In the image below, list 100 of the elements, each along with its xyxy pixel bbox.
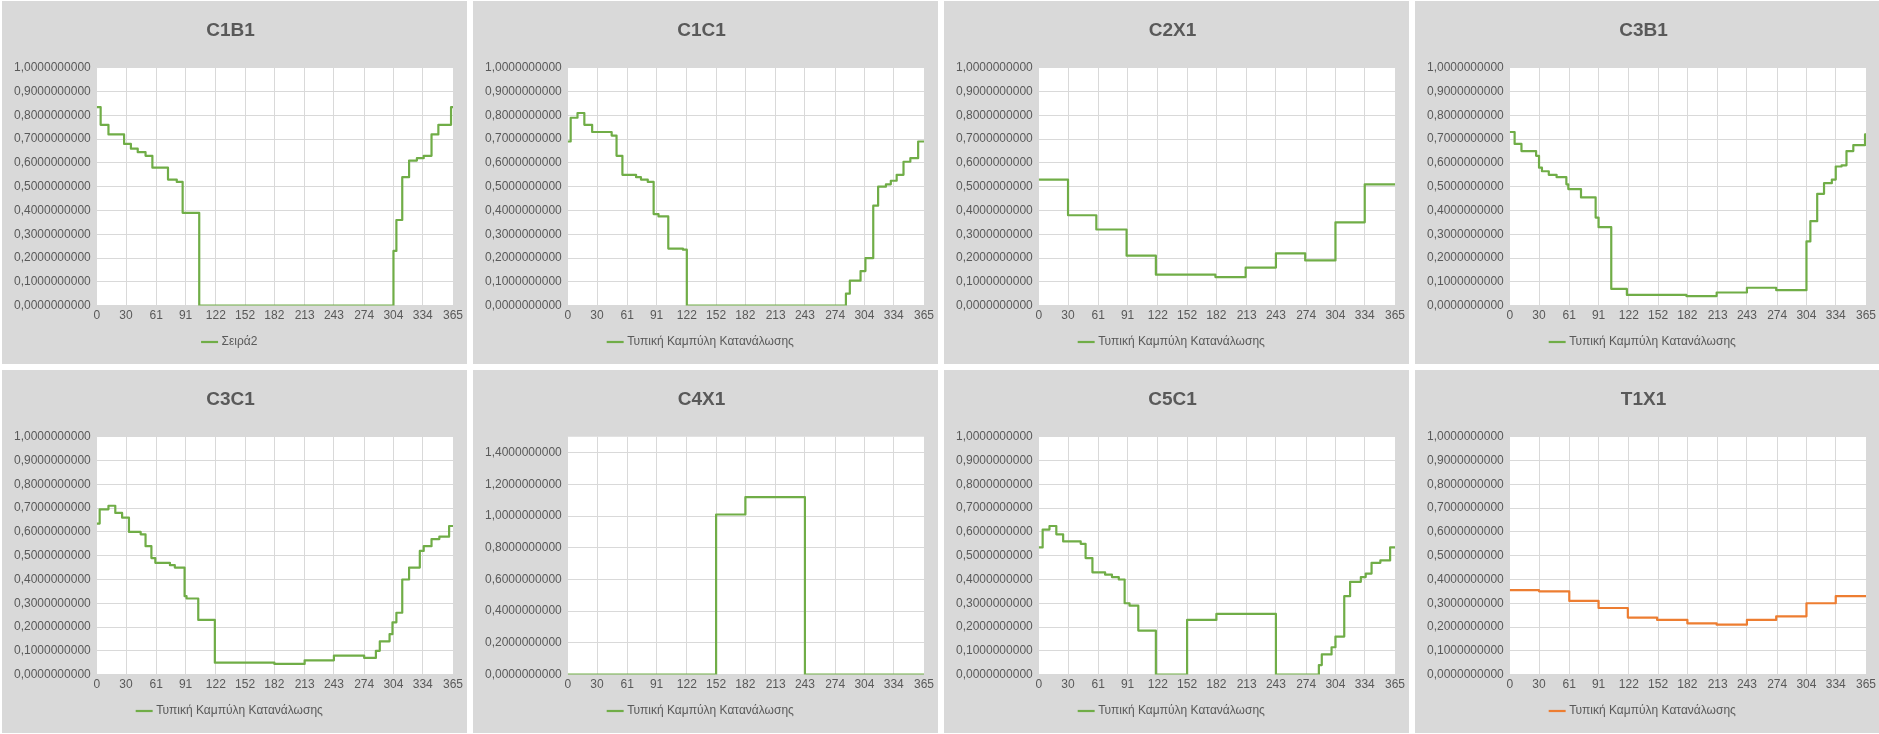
x-tick-label: 243 (1736, 308, 1758, 323)
x-tick-label: 334 (1825, 677, 1847, 692)
x-tick-label: 334 (1354, 308, 1376, 323)
chart-title: C3B1 (1619, 18, 1669, 40)
x-tick-label: 30 (1061, 308, 1076, 323)
x-tick-label: 122 (676, 308, 698, 323)
chart-title: C1B1 (206, 18, 256, 40)
y-tick-label: 0,4000000000 (1427, 571, 1505, 586)
x-tick-label: 122 (205, 677, 227, 692)
x-tick-label: 365 (1855, 308, 1877, 323)
x-tick-label: 61 (1091, 308, 1106, 323)
y-tick-label: 1,0000000000 (14, 60, 92, 75)
x-tick-label: 334 (412, 308, 434, 323)
x-tick-label: 213 (294, 677, 315, 692)
y-tick-label: 0,0000000000 (14, 666, 92, 681)
y-tick-label: 0,8000000000 (485, 540, 563, 555)
y-tick-label: 0,8000000000 (485, 107, 563, 122)
y-tick-label: 0,2000000000 (1427, 250, 1505, 265)
x-tick-label: 152 (706, 308, 727, 323)
y-tick-label: 0,9000000000 (1427, 452, 1505, 467)
x-tick-label: 243 (794, 308, 816, 323)
y-tick-label: 0,7000000000 (485, 131, 563, 146)
y-tick-label: 0,4000000000 (14, 571, 92, 586)
y-tick-label: 0,4000000000 (956, 202, 1034, 217)
x-tick-label: 243 (323, 308, 345, 323)
x-tick-label: 91 (1120, 308, 1135, 323)
y-tick-label: 0,4000000000 (485, 202, 563, 217)
x-tick-label: 0 (564, 677, 572, 692)
x-tick-label: 30 (1532, 677, 1547, 692)
x-tick-label: 334 (412, 677, 434, 692)
y-tick-label: 0,0000000000 (1427, 666, 1505, 681)
x-tick-label: 122 (1147, 308, 1169, 323)
x-tick-label: 213 (1236, 677, 1257, 692)
y-tick-label: 0,3000000000 (485, 226, 563, 241)
y-tick-label: 0,7000000000 (956, 131, 1034, 146)
x-tick-label: 152 (235, 308, 256, 323)
x-tick-label: 91 (178, 677, 193, 692)
y-tick-label: 0,6000000000 (485, 155, 563, 170)
y-tick-label: 1,0000000000 (14, 429, 92, 444)
x-tick-label: 182 (1677, 677, 1698, 692)
x-tick-label: 304 (1325, 677, 1346, 692)
y-tick-label: 0,1000000000 (485, 274, 563, 289)
y-tick-label: 0,3000000000 (1427, 595, 1505, 610)
x-tick-label: 122 (1618, 677, 1640, 692)
y-tick-label: 0,6000000000 (956, 155, 1034, 170)
x-tick-label: 243 (1736, 677, 1758, 692)
y-tick-label: 0,0000000000 (1427, 297, 1505, 312)
legend-label: Τυπική Καμπύλη Κατανάλωσης (1098, 703, 1266, 718)
y-tick-label: 0,0000000000 (14, 297, 92, 312)
y-tick-label: 0,4000000000 (956, 571, 1034, 586)
x-tick-label: 213 (1707, 308, 1728, 323)
y-tick-label: 0,7000000000 (14, 131, 92, 146)
y-tick-label: 0,8000000000 (14, 476, 92, 491)
y-tick-label: 0,6000000000 (1427, 524, 1505, 539)
legend-label: Τυπική Καμπύλη Κατανάλωσης (1569, 334, 1737, 349)
y-tick-label: 0,9000000000 (14, 452, 92, 467)
x-tick-label: 274 (354, 677, 375, 692)
x-tick-label: 30 (590, 677, 605, 692)
y-tick-label: 0,5000000000 (956, 548, 1034, 563)
x-tick-label: 61 (1091, 677, 1106, 692)
y-tick-label: 0,2000000000 (1427, 619, 1505, 634)
y-tick-label: 0,0000000000 (956, 297, 1034, 312)
y-tick-label: 0,0000000000 (956, 666, 1034, 681)
x-tick-label: 61 (620, 677, 635, 692)
chart-title: C5C1 (1148, 387, 1198, 409)
y-tick-label: 0,8000000000 (1427, 476, 1505, 491)
x-tick-label: 182 (264, 308, 285, 323)
y-tick-label: 0,1000000000 (14, 274, 92, 289)
x-tick-label: 61 (1562, 308, 1577, 323)
x-tick-label: 274 (825, 677, 846, 692)
y-tick-label: 0,6000000000 (956, 524, 1034, 539)
x-tick-label: 365 (1384, 677, 1406, 692)
x-tick-label: 182 (1677, 308, 1698, 323)
x-tick-label: 61 (149, 308, 164, 323)
y-tick-label: 0,2000000000 (14, 619, 92, 634)
y-tick-label: 0,4000000000 (485, 603, 563, 618)
y-tick-label: 0,1000000000 (1427, 643, 1505, 658)
x-tick-label: 152 (706, 677, 727, 692)
x-tick-label: 30 (1532, 308, 1547, 323)
x-tick-label: 30 (119, 308, 134, 323)
x-tick-label: 304 (383, 677, 404, 692)
y-tick-label: 0,2000000000 (956, 619, 1034, 634)
y-tick-label: 0,2000000000 (14, 250, 92, 265)
chart-title: C2X1 (1148, 18, 1197, 40)
x-tick-label: 274 (1296, 677, 1317, 692)
x-tick-label: 243 (794, 677, 816, 692)
x-tick-label: 334 (1354, 677, 1376, 692)
y-tick-label: 0,5000000000 (14, 179, 92, 194)
y-tick-label: 0,5000000000 (1427, 548, 1505, 563)
y-tick-label: 0,7000000000 (14, 500, 92, 515)
y-tick-label: 0,1000000000 (956, 643, 1034, 658)
legend-label: Τυπική Καμπύλη Κατανάλωσης (1569, 703, 1737, 718)
y-tick-label: 0,6000000000 (14, 155, 92, 170)
x-tick-label: 152 (1177, 308, 1198, 323)
chart-title: C4X1 (677, 387, 726, 409)
x-tick-label: 30 (119, 677, 134, 692)
x-tick-label: 213 (294, 308, 315, 323)
x-tick-label: 182 (735, 308, 756, 323)
x-tick-label: 213 (765, 677, 786, 692)
y-tick-label: 0,1000000000 (956, 274, 1034, 289)
